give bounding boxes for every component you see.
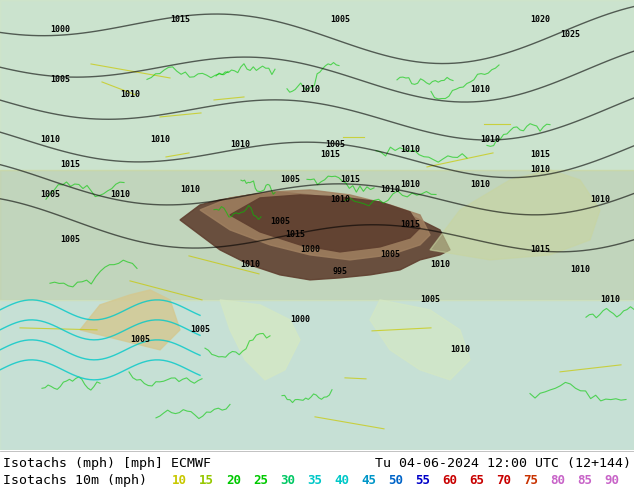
- Text: 15: 15: [199, 474, 214, 487]
- Text: Isotachs (mph) [mph] ECMWF: Isotachs (mph) [mph] ECMWF: [3, 457, 211, 470]
- Text: 30: 30: [280, 474, 295, 487]
- Text: 1010: 1010: [480, 135, 500, 145]
- Text: 1010: 1010: [150, 135, 170, 145]
- Text: 25: 25: [253, 474, 268, 487]
- Text: 60: 60: [442, 474, 457, 487]
- Text: 1010: 1010: [430, 260, 450, 270]
- Text: 1015: 1015: [530, 245, 550, 254]
- Text: 1010: 1010: [300, 85, 320, 95]
- Text: 1010: 1010: [530, 166, 550, 174]
- Text: 1010: 1010: [110, 191, 130, 199]
- Text: 1005: 1005: [380, 250, 400, 259]
- Text: 1010: 1010: [590, 196, 610, 204]
- Text: 1010: 1010: [470, 85, 490, 95]
- Polygon shape: [200, 190, 430, 260]
- Text: 995: 995: [332, 268, 347, 276]
- Text: 1010: 1010: [40, 135, 60, 145]
- Text: 1005: 1005: [40, 191, 60, 199]
- Text: 1015: 1015: [60, 160, 80, 170]
- Text: 1005: 1005: [60, 235, 80, 245]
- Text: 1010: 1010: [240, 260, 260, 270]
- Text: 45: 45: [361, 474, 376, 487]
- Text: 1015: 1015: [285, 230, 305, 240]
- Text: 1015: 1015: [340, 175, 360, 184]
- Text: 70: 70: [496, 474, 511, 487]
- Text: 1005: 1005: [270, 218, 290, 226]
- Text: 1010: 1010: [570, 266, 590, 274]
- Text: 50: 50: [388, 474, 403, 487]
- Text: 40: 40: [334, 474, 349, 487]
- Text: 1005: 1005: [420, 295, 440, 304]
- Text: Tu 04-06-2024 12:00 UTC (12+144): Tu 04-06-2024 12:00 UTC (12+144): [375, 457, 631, 470]
- Text: 1010: 1010: [450, 345, 470, 354]
- Polygon shape: [230, 195, 420, 252]
- Text: 1010: 1010: [400, 180, 420, 190]
- Text: 1000: 1000: [300, 245, 320, 254]
- Text: 1005: 1005: [50, 75, 70, 84]
- Text: 35: 35: [307, 474, 322, 487]
- Polygon shape: [370, 300, 470, 380]
- Text: 1010: 1010: [600, 295, 620, 304]
- Text: 1005: 1005: [190, 325, 210, 334]
- Text: 1010: 1010: [380, 185, 400, 195]
- Text: Isotachs 10m (mph): Isotachs 10m (mph): [3, 474, 147, 487]
- Text: 1015: 1015: [400, 220, 420, 229]
- Polygon shape: [180, 192, 450, 280]
- Text: 90: 90: [604, 474, 619, 487]
- Text: 1015: 1015: [170, 16, 190, 24]
- Text: 1005: 1005: [330, 16, 350, 24]
- Polygon shape: [430, 170, 600, 260]
- Text: 1000: 1000: [50, 25, 70, 34]
- Text: 1015: 1015: [320, 150, 340, 159]
- Text: 65: 65: [469, 474, 484, 487]
- Text: 1015: 1015: [530, 150, 550, 159]
- Text: 55: 55: [415, 474, 430, 487]
- Text: 1010: 1010: [400, 146, 420, 154]
- Text: 10: 10: [172, 474, 187, 487]
- Text: 75: 75: [523, 474, 538, 487]
- Polygon shape: [220, 300, 300, 380]
- Text: 85: 85: [577, 474, 592, 487]
- Text: 1000: 1000: [290, 316, 310, 324]
- Text: 1025: 1025: [560, 30, 580, 40]
- Text: 1020: 1020: [530, 16, 550, 24]
- Text: 1005: 1005: [325, 141, 345, 149]
- Text: 80: 80: [550, 474, 565, 487]
- Text: 1005: 1005: [280, 175, 300, 184]
- Polygon shape: [80, 290, 180, 350]
- Text: 1010: 1010: [330, 196, 350, 204]
- Text: 1010: 1010: [120, 91, 140, 99]
- Text: 1005: 1005: [130, 335, 150, 344]
- Text: 1010: 1010: [470, 180, 490, 190]
- Text: 1010: 1010: [180, 185, 200, 195]
- Text: 20: 20: [226, 474, 241, 487]
- Text: 1010: 1010: [230, 141, 250, 149]
